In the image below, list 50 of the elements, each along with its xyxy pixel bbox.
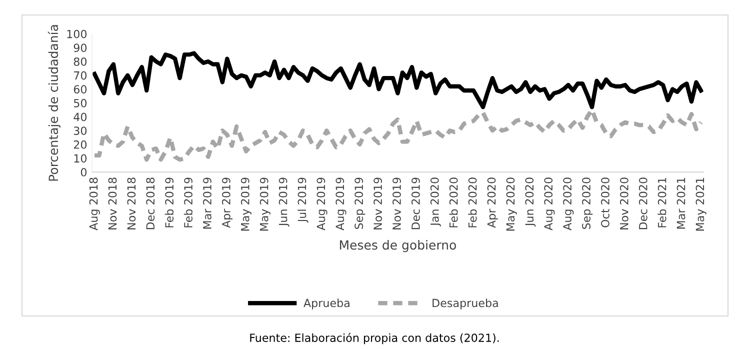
- x-tick-label: Feb 2021: [658, 178, 666, 228]
- x-tick-label: Mar 2021: [676, 178, 686, 229]
- source-note: Fuente: Elaboración propia con datos (2021).: [250, 332, 499, 344]
- x-tick-label: Sep 2019: [354, 178, 366, 229]
- x-tick-label: Aug 2019: [316, 178, 328, 230]
- y-tick-label: 70: [74, 71, 87, 80]
- x-tick-label: Mar 2019: [203, 178, 212, 229]
- x-tick-label: Aug 2020: [544, 178, 555, 230]
- x-tick-label: Aug 2018: [89, 178, 100, 230]
- x-tick-label: Nov 2018: [127, 178, 136, 230]
- y-tick-label: 20: [74, 140, 87, 149]
- x-tick-label: Nov 2018: [108, 178, 117, 230]
- x-tick-label: Feb 2019: [164, 178, 174, 228]
- legend-label: Aprueba: [304, 298, 350, 310]
- x-tick-label: Jun 2020: [525, 178, 536, 227]
- line-series: [92, 51, 704, 110]
- x-tick-label: May 2019: [240, 178, 252, 231]
- y-tick-label: 100: [67, 30, 87, 38]
- x-tick-label: Oct 2020: [601, 178, 610, 228]
- x-tick-label: Apr 2019: [222, 178, 233, 228]
- legend-label: Desaprueba: [432, 298, 498, 310]
- y-axis-title: Porcentaje de ciudadanía: [48, 25, 60, 181]
- x-tick-label: Dec 2018: [146, 178, 155, 230]
- x-tick-label: Jun 2019: [278, 178, 290, 227]
- x-tick-label: Apr 2020: [487, 178, 498, 228]
- x-tick-label: Feb 2020: [468, 178, 477, 228]
- x-axis-title: Meses de gobierno: [340, 240, 456, 252]
- y-tick-label: 0: [80, 168, 87, 176]
- y-tick-label: 40: [74, 112, 87, 122]
- x-tick-label: May 2020: [506, 178, 517, 231]
- x-tick-label: Aug 2020: [563, 178, 574, 230]
- x-tick-label: Dec 2019: [411, 178, 420, 230]
- x-tick-label: Nov 2019: [374, 178, 382, 230]
- x-tick-label: Jul 2019: [298, 178, 308, 223]
- x-tick-label: Aug 2019: [336, 178, 346, 230]
- x-tick-label: Feb 2020: [449, 178, 458, 228]
- y-tick-label: 30: [74, 126, 87, 135]
- x-tick-label: Jan 2020: [430, 178, 441, 226]
- x-tick-label: May 2019: [260, 178, 270, 231]
- y-tick-label: 10: [74, 154, 87, 163]
- x-tick-label: Nov 2020: [620, 178, 628, 230]
- y-tick-label: 90: [74, 44, 87, 52]
- y-tick-label: 50: [74, 98, 87, 108]
- x-tick-label: Sep 2020: [582, 178, 593, 229]
- y-tick-label: 80: [74, 57, 87, 66]
- x-tick-label: Feb 2019: [184, 178, 192, 228]
- y-tick-label: 60: [74, 85, 87, 94]
- x-tick-label: Dec 2020: [638, 178, 648, 230]
- x-tick-label: May 2021: [696, 178, 706, 231]
- x-tick-label: Nov 2019: [392, 178, 401, 230]
